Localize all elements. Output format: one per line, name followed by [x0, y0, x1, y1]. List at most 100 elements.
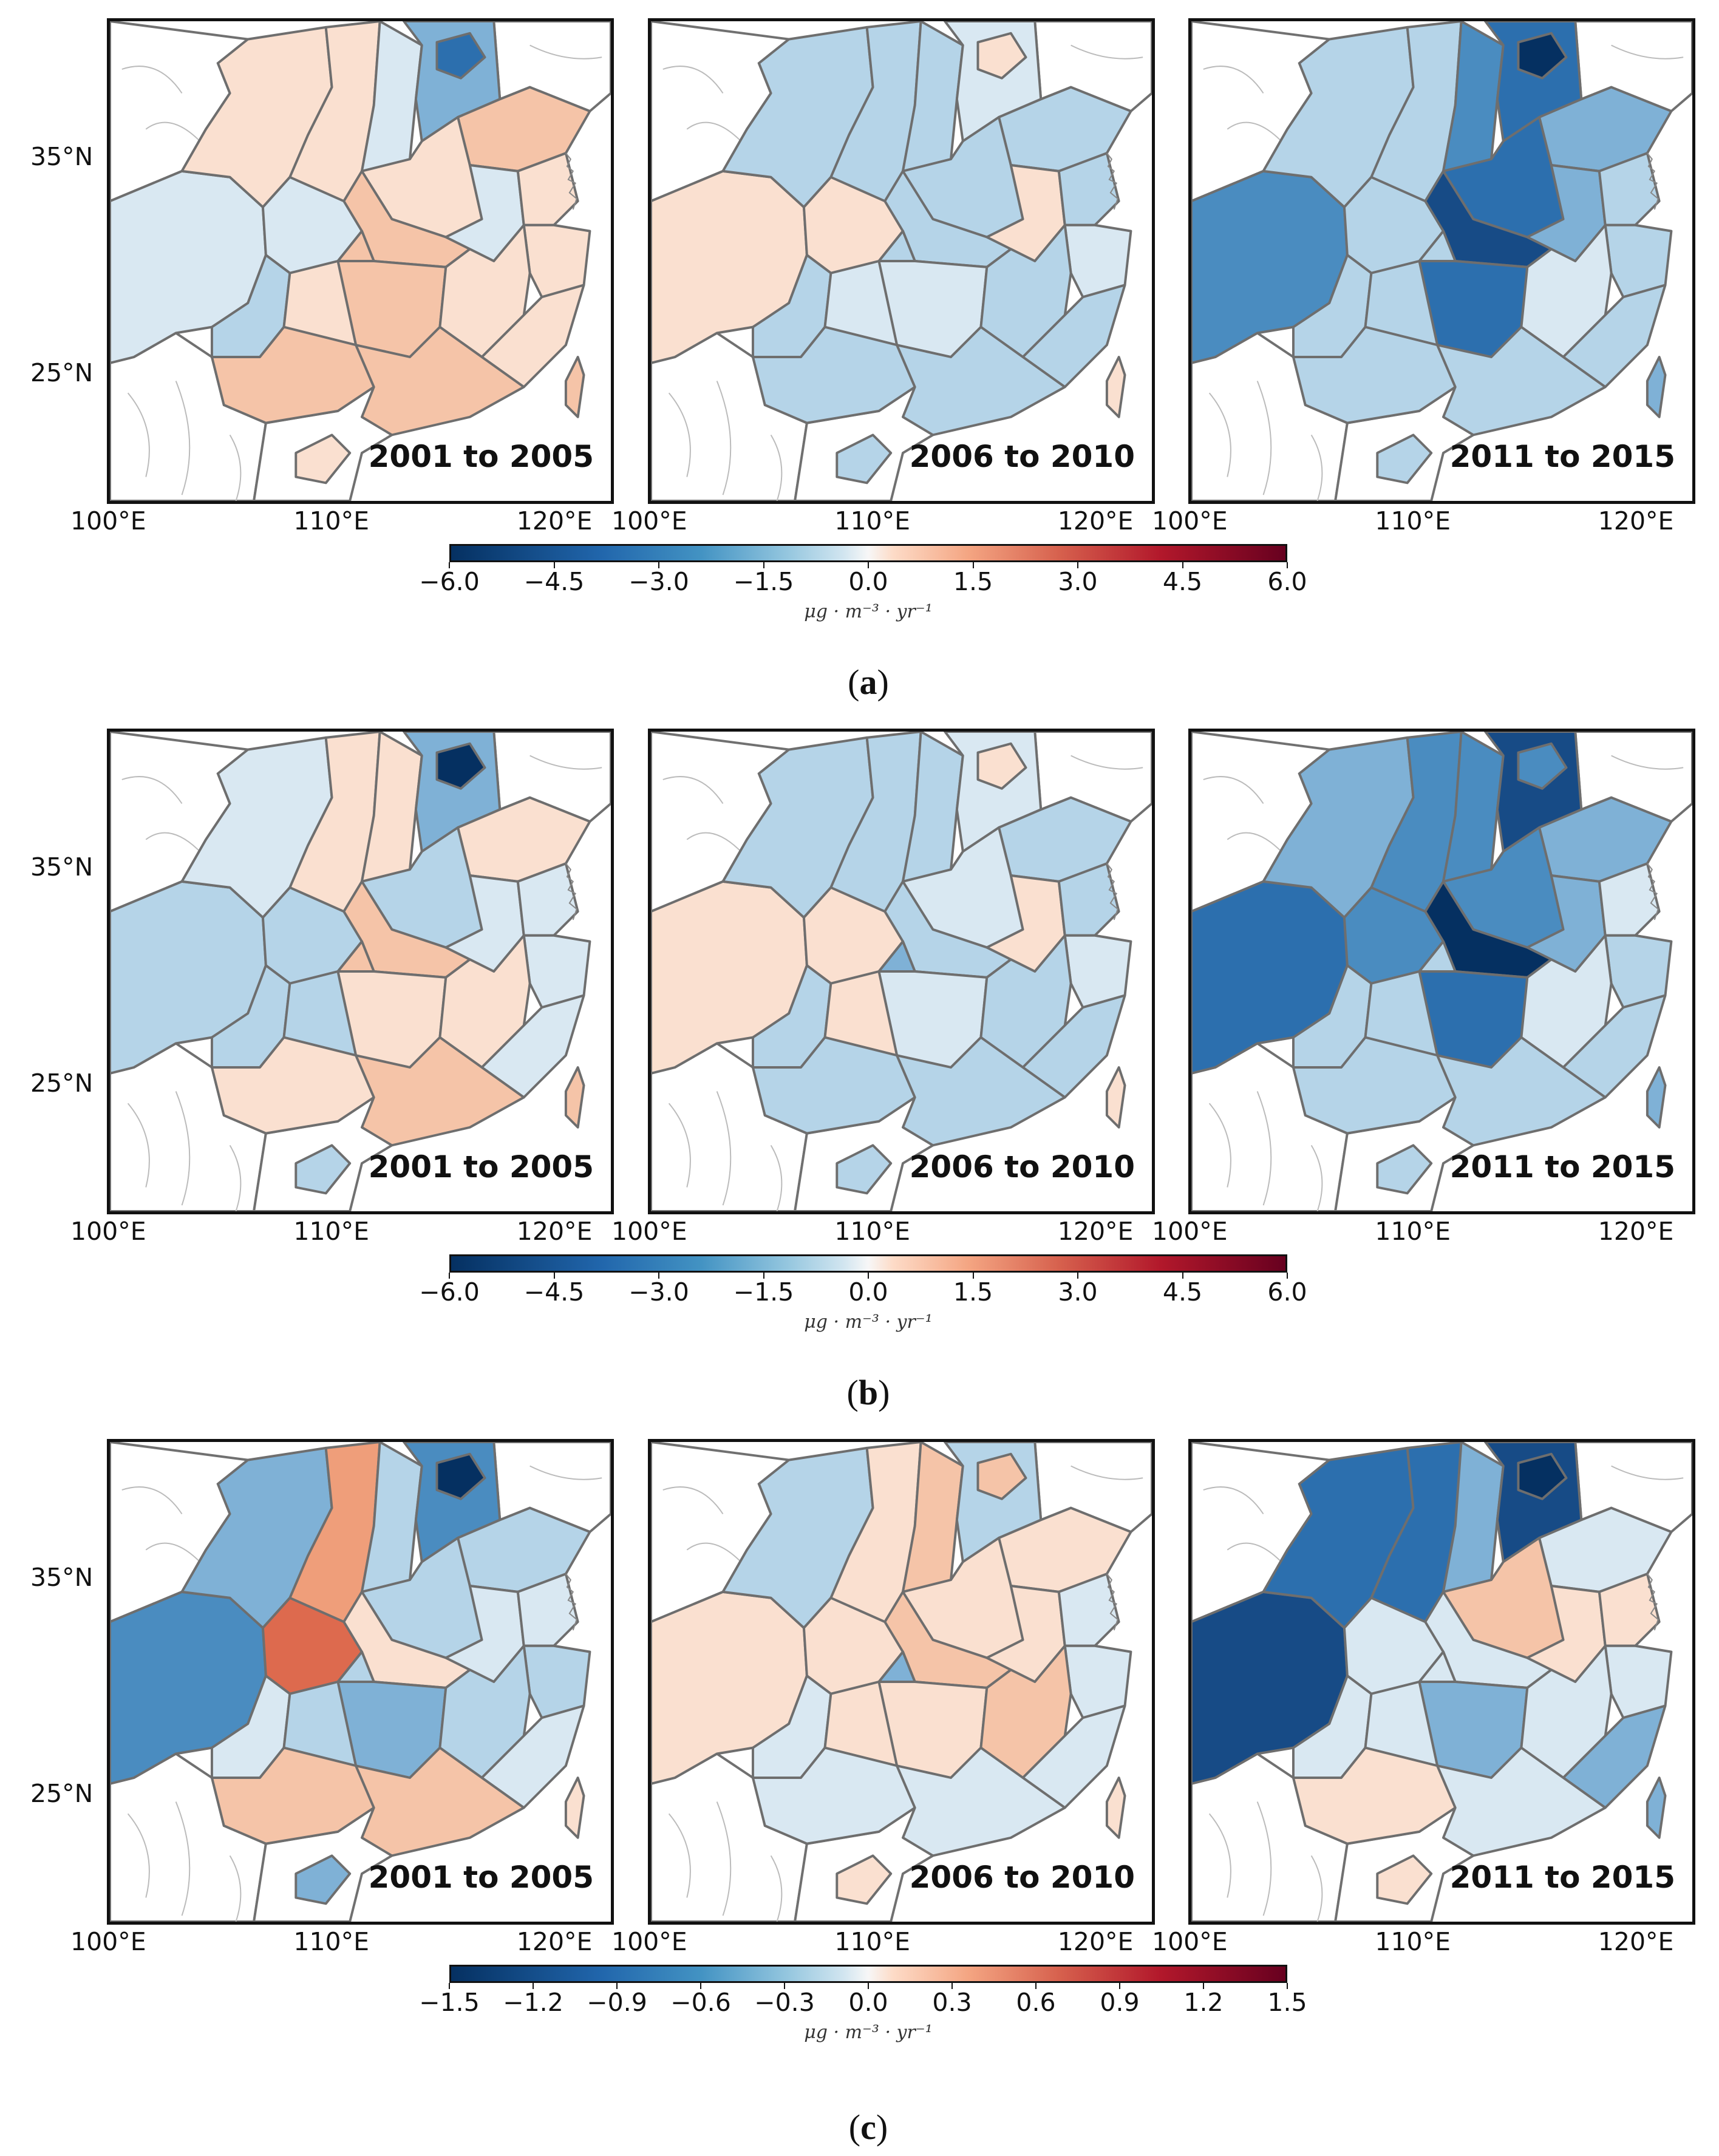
province-beijing[interactable]: [976, 32, 1027, 80]
longitude-tick-label: 120°E: [1057, 1927, 1134, 1956]
province-hainan[interactable]: [294, 1144, 352, 1195]
colorbar-tick-mark: [972, 562, 974, 568]
colorbar-tick-label: −4.5: [523, 1277, 585, 1307]
province-hainan[interactable]: [1376, 1854, 1433, 1905]
province-taiwan[interactable]: [1646, 1066, 1667, 1129]
province-beijing[interactable]: [435, 32, 486, 80]
province-jiangsu[interactable]: [516, 152, 579, 226]
province-guangdong[interactable]: [355, 1746, 525, 1857]
province-beijing[interactable]: [976, 742, 1027, 790]
province-chongqing[interactable]: [877, 1650, 916, 1683]
colorbar-tick-label: 6.0: [1267, 1277, 1307, 1307]
figure-a: 2001 to 2005 100°E 110°E 120°E 2006 to 2010 1…: [0, 18, 1719, 716]
minor-boundary: [1203, 66, 1264, 94]
province-taiwan[interactable]: [1646, 356, 1667, 418]
colorbar-tick-mark: [1077, 1273, 1078, 1279]
colorbar-tick-mark: [868, 1983, 869, 1989]
province-beijing[interactable]: [435, 742, 486, 790]
province-beijing[interactable]: [976, 1452, 1027, 1500]
minor-boundary: [1611, 755, 1684, 770]
minor-boundary: [1256, 381, 1272, 495]
colorbar-tick-mark: [449, 1273, 450, 1279]
province-guangdong[interactable]: [896, 1036, 1066, 1147]
province-hainan[interactable]: [294, 1854, 352, 1905]
province-guangdong[interactable]: [355, 1036, 525, 1147]
province-guangdong[interactable]: [1436, 325, 1607, 437]
province-jiangsu[interactable]: [516, 1573, 579, 1647]
colorbar-tick-label: −6.0: [419, 567, 480, 596]
province-beijing[interactable]: [1517, 742, 1568, 790]
map-panel: 2011 to 2015: [1188, 1439, 1695, 1925]
minor-boundary: [1611, 1465, 1684, 1480]
longitude-tick-label: 120°E: [1057, 1217, 1134, 1246]
period-label: 2006 to 2010: [909, 1860, 1135, 1895]
province-guangdong[interactable]: [355, 325, 525, 437]
longitude-tick-label: 100°E: [1152, 506, 1228, 536]
longitude-tick-label: 100°E: [611, 1217, 687, 1246]
province-jiangsu[interactable]: [516, 862, 579, 937]
map-canvas: [1191, 1442, 1692, 1922]
minor-boundary: [1227, 121, 1282, 142]
colorbar-tick-label: 4.5: [1162, 567, 1203, 596]
province-hainan[interactable]: [836, 1854, 893, 1905]
province-chongqing[interactable]: [336, 1650, 375, 1683]
province-chongqing[interactable]: [336, 940, 375, 973]
longitude-tick-label: 120°E: [1598, 1927, 1674, 1956]
colorbar-tick-label: 6.0: [1267, 567, 1307, 596]
province-jiangsu[interactable]: [1057, 862, 1120, 937]
province-jiangsu[interactable]: [1057, 1573, 1120, 1647]
province-hainan[interactable]: [1376, 1144, 1433, 1195]
province-chongqing[interactable]: [336, 230, 375, 262]
longitude-tick-label: 110°E: [1375, 1217, 1451, 1246]
minor-boundary: [1208, 1103, 1231, 1188]
province-chongqing[interactable]: [1418, 230, 1457, 262]
figure-caption: (c): [849, 2107, 888, 2147]
province-jiangsu[interactable]: [1057, 152, 1120, 226]
province-taiwan[interactable]: [1646, 1777, 1667, 1839]
province-taiwan[interactable]: [564, 356, 585, 418]
minor-boundary: [662, 776, 724, 804]
province-chongqing[interactable]: [877, 940, 916, 973]
map-canvas: [110, 21, 611, 501]
province-guangdong[interactable]: [896, 1746, 1066, 1857]
province-taiwan[interactable]: [1105, 1777, 1126, 1839]
province-hainan[interactable]: [294, 434, 352, 485]
latitude-tick-label: 25°N: [30, 1779, 94, 1808]
province-guangdong[interactable]: [1436, 1036, 1607, 1147]
map-panel: 2011 to 2015: [1188, 729, 1695, 1214]
province-guangdong[interactable]: [896, 325, 1066, 437]
province-hainan[interactable]: [836, 434, 893, 485]
province-chongqing[interactable]: [1418, 940, 1457, 973]
province-jiangsu[interactable]: [1598, 1573, 1661, 1647]
province-taiwan[interactable]: [1105, 1066, 1126, 1129]
colorbar-tick-label: 1.5: [1267, 1988, 1307, 2017]
province-jiangsu[interactable]: [1598, 862, 1661, 937]
colorbar-tick-mark: [763, 1273, 764, 1279]
minor-boundary: [1310, 434, 1323, 501]
province-taiwan[interactable]: [1105, 356, 1126, 418]
province-beijing[interactable]: [1517, 32, 1568, 80]
province-hainan[interactable]: [1376, 434, 1433, 485]
province-beijing[interactable]: [435, 1452, 486, 1500]
province-chongqing[interactable]: [877, 230, 916, 262]
province-jiangsu[interactable]: [1598, 152, 1661, 226]
province-taiwan[interactable]: [564, 1777, 585, 1839]
minor-boundary: [770, 1855, 783, 1922]
province-hainan[interactable]: [836, 1144, 893, 1195]
map-canvas: [651, 732, 1152, 1211]
minor-boundary: [127, 1103, 150, 1188]
province-taiwan[interactable]: [564, 1066, 585, 1129]
colorbar-unit-label: μg · m⁻³ · yr⁻¹: [804, 1311, 933, 1333]
minor-boundary: [662, 66, 724, 94]
province-chongqing[interactable]: [1418, 1650, 1457, 1683]
colorbar-tick-mark: [1035, 1983, 1037, 1989]
colorbar-unit-label: μg · m⁻³ · yr⁻¹: [804, 601, 933, 622]
colorbar-tick-label: −0.3: [754, 1988, 815, 2017]
minor-boundary: [121, 1486, 183, 1515]
province-guangdong[interactable]: [1436, 1746, 1607, 1857]
map-canvas: [110, 1442, 611, 1922]
colorbar-tick-label: −0.6: [670, 1988, 731, 2017]
province-beijing[interactable]: [1517, 1452, 1568, 1500]
minor-boundary: [662, 1486, 724, 1515]
coastline-detail: [565, 863, 577, 920]
